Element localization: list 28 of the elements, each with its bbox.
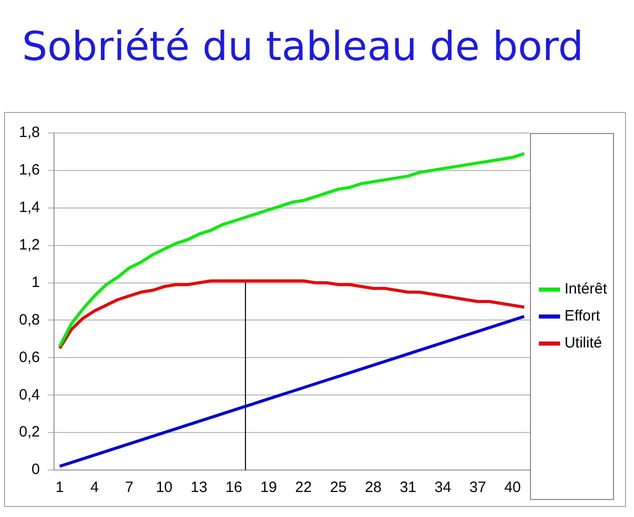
y-tick-label: 0,8 (18, 311, 40, 328)
y-tick-label: 1,2 (18, 236, 40, 254)
legend-label: Intérêt (564, 280, 608, 298)
x-tick-label: 4 (90, 479, 99, 496)
x-tick-label: 1 (55, 479, 64, 496)
y-tick-label: 1,8 (18, 124, 40, 142)
x-tick-label: 10 (156, 479, 173, 496)
y-tick-label: 0,2 (18, 424, 40, 441)
x-tick-label: 7 (125, 479, 134, 496)
y-tick-label: 1,4 (18, 199, 40, 216)
legend-label: Utilité (564, 334, 602, 352)
x-tick-label: 28 (364, 479, 382, 496)
y-tick-label: 1 (32, 274, 40, 291)
y-tick-label: 0 (32, 461, 40, 478)
x-tick-label: 13 (190, 479, 208, 496)
y-tick-label: 0,4 (18, 386, 40, 404)
x-tick-label: 22 (295, 479, 312, 496)
y-tick-label: 1,6 (18, 162, 40, 179)
y-tick-label: 0,6 (18, 348, 40, 366)
x-tick-label: 19 (260, 479, 278, 496)
legend-label: Effort (564, 308, 601, 325)
x-tick-label: 34 (434, 479, 452, 496)
x-tick-label: 31 (400, 479, 416, 496)
x-tick-label: 25 (330, 479, 347, 496)
x-tick-label: 40 (504, 479, 521, 496)
x-tick-label: 16 (226, 479, 242, 496)
chart-title: Sobriété du tableau de bord (21, 23, 584, 72)
x-tick-label: 37 (469, 479, 486, 496)
